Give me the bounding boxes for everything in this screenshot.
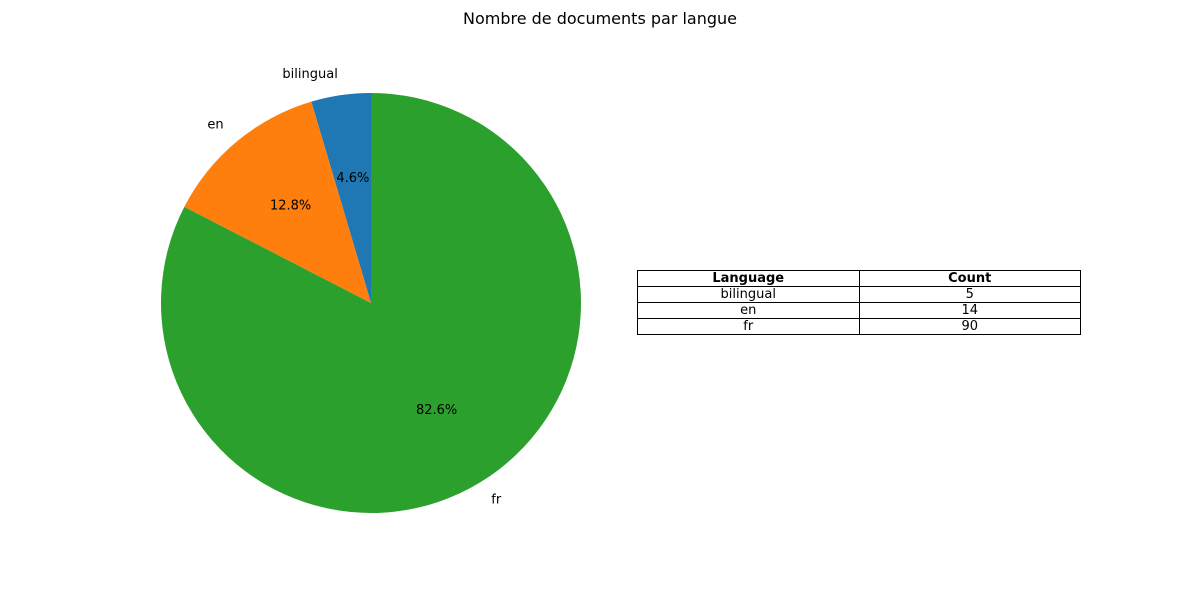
table-row: en 14 [637,302,1081,319]
slice-percent-bilingual: 4.6% [336,171,369,186]
table-header-language: Language [637,270,860,287]
table-cell-language: en [637,302,860,319]
slice-percent-en: 12.8% [270,198,311,213]
table-header-row: Language Count [637,270,1081,287]
table-cell-language: bilingual [637,286,860,303]
table-row: fr 90 [637,318,1081,335]
slice-label-fr: fr [491,493,502,508]
pie-slice-en [184,101,371,303]
table-row: bilingual 5 [637,286,1081,303]
table-cell-count: 5 [858,286,1081,303]
pie-slice-bilingual [311,93,371,303]
slice-label-bilingual: bilingual [282,67,337,82]
slice-label-en: en [207,118,223,133]
table-cell-count: 90 [858,318,1081,335]
data-table: Language Count bilingual 5 en 14 fr 90 [637,270,1081,335]
slice-percent-fr: 82.6% [416,403,457,418]
table-header-count: Count [858,270,1081,287]
table-cell-count: 14 [858,302,1081,319]
pie-slice-fr [161,93,582,513]
chart-title: Nombre de documents par langue [462,9,738,28]
table-cell-language: fr [637,318,860,335]
